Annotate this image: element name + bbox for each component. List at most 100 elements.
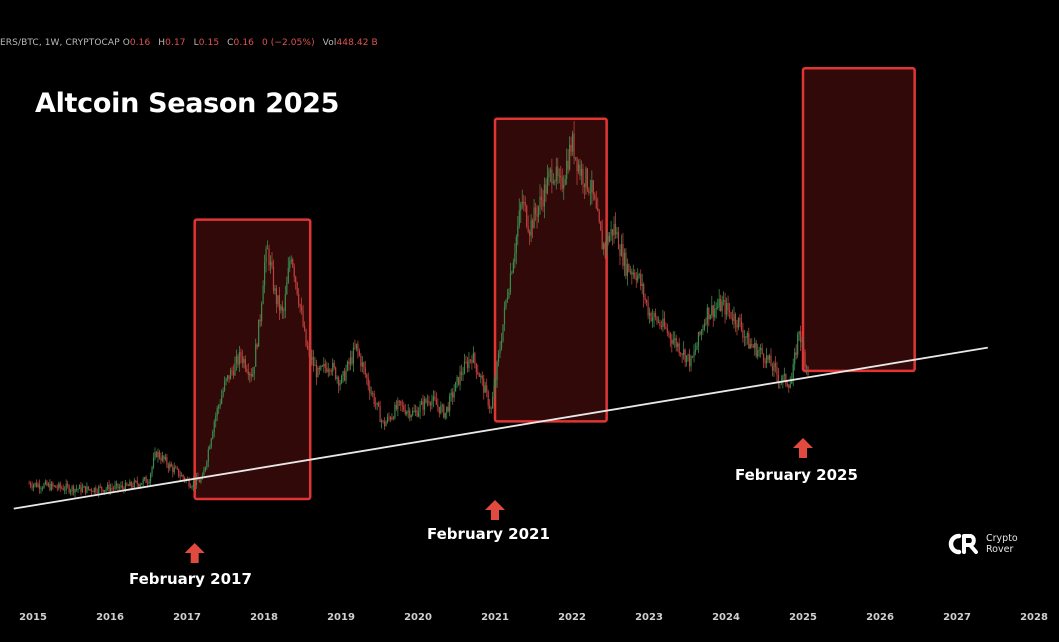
- candle-body-219: [352, 347, 355, 364]
- candle-body-402: [623, 252, 626, 266]
- candle-body-248: [395, 404, 397, 410]
- candle-body-499: [767, 355, 769, 360]
- candle-body-302: [475, 363, 477, 373]
- candle-body-457: [705, 323, 707, 325]
- candle-body-39: [86, 486, 88, 493]
- candle-body-112: [194, 481, 196, 485]
- candle-body-270: [428, 401, 430, 404]
- candle-body-370: [576, 157, 578, 172]
- candle-body-171: [281, 306, 283, 311]
- candle-body-87: [157, 451, 159, 457]
- candle-body-292: [460, 371, 463, 375]
- x-tick-label-2016: 2016: [96, 612, 124, 623]
- candle-body-519: [797, 334, 799, 355]
- high-value: 0.17: [165, 38, 186, 48]
- candle-body-44: [93, 487, 95, 493]
- candle-body-179: [293, 266, 295, 277]
- candle-body-474: [730, 311, 732, 318]
- candle-body-286: [452, 392, 454, 398]
- candle-body-215: [346, 361, 349, 371]
- candle-body-230: [369, 386, 371, 393]
- candle-body-186: [303, 326, 306, 330]
- candle-body-521: [800, 331, 802, 343]
- candle-body-15: [50, 483, 52, 491]
- candle-body-293: [462, 373, 464, 375]
- candle-body-34: [78, 485, 81, 489]
- candle-body-354: [552, 181, 554, 184]
- candle-body-372: [579, 164, 581, 176]
- candle-body-57: [112, 488, 115, 490]
- candle-body-491: [755, 342, 757, 357]
- candle-body-313: [492, 397, 494, 409]
- candle-body-394: [611, 229, 614, 236]
- candle-body-275: [435, 399, 437, 405]
- candle-body-105: [184, 477, 186, 481]
- candle-body-181: [296, 282, 298, 295]
- candle-body-116: [200, 478, 202, 483]
- candle-body-239: [382, 420, 384, 422]
- candle-body-477: [734, 314, 737, 325]
- open-label: O: [122, 38, 130, 48]
- candle-body-30: [72, 486, 75, 493]
- candle-body-129: [219, 403, 221, 406]
- candle-body-454: [700, 330, 703, 335]
- candle-body-406: [629, 271, 631, 273]
- candle-body-168: [277, 295, 279, 304]
- candle-body-502: [771, 366, 774, 371]
- candle-body-486: [748, 333, 750, 349]
- candle-body-66: [126, 483, 128, 486]
- candle-body-522: [801, 341, 803, 343]
- candle-body-407: [631, 271, 633, 275]
- candle-body-361: [563, 184, 565, 189]
- candle-body-253: [403, 405, 405, 411]
- candle-body-389: [604, 243, 606, 248]
- highlight-box-2: [493, 117, 608, 423]
- support-trendline: [13, 346, 988, 510]
- candle-body-510: [783, 374, 785, 376]
- candle-body-83: [151, 467, 153, 474]
- candle-body-257: [409, 410, 411, 418]
- x-tick-label-2028: 2028: [1020, 612, 1048, 623]
- candle-body-476: [733, 314, 735, 321]
- candle-body-470: [724, 299, 726, 315]
- candle-body-447: [690, 356, 692, 367]
- candle-body-523: [802, 341, 805, 352]
- candle-body-363: [566, 160, 568, 179]
- candle-body-161: [266, 248, 269, 250]
- candle-body-336: [526, 205, 528, 227]
- candle-body-150: [250, 373, 252, 377]
- chart-title: Altcoin Season 2025: [35, 88, 340, 119]
- candle-body-148: [247, 371, 249, 376]
- candle-body-139: [234, 362, 236, 376]
- candle-body-256: [407, 410, 409, 412]
- candle-body-226: [363, 362, 365, 368]
- candle-body-115: [198, 480, 201, 483]
- candle-body-19: [56, 487, 58, 489]
- candle-body-242: [386, 416, 389, 423]
- candle-body-343: [536, 213, 538, 217]
- candle-body-140: [235, 356, 238, 363]
- candle-body-315: [494, 380, 497, 386]
- candle-body-245: [391, 417, 393, 420]
- x-tick-label-2025: 2025: [789, 612, 817, 623]
- candle-body-50: [102, 489, 104, 493]
- candle-body-53: [107, 484, 109, 489]
- candle-body-41: [89, 489, 91, 491]
- candle-body-448: [691, 356, 694, 358]
- candle-body-489: [752, 345, 754, 348]
- candle-body-166: [274, 288, 276, 291]
- candle-body-234: [375, 404, 377, 405]
- candle-body-492: [757, 350, 759, 357]
- candle-body-339: [530, 220, 532, 236]
- candle-body-193: [314, 364, 316, 366]
- candle-body-316: [496, 362, 498, 381]
- candle-body-466: [718, 298, 720, 308]
- candle-body-90: [161, 455, 164, 461]
- candle-body-164: [271, 261, 273, 267]
- candle-body-409: [634, 272, 636, 278]
- candle-body-299: [471, 359, 473, 363]
- candle-body-52: [105, 488, 107, 491]
- candle-body-387: [601, 230, 603, 250]
- candle-body-375: [583, 183, 586, 188]
